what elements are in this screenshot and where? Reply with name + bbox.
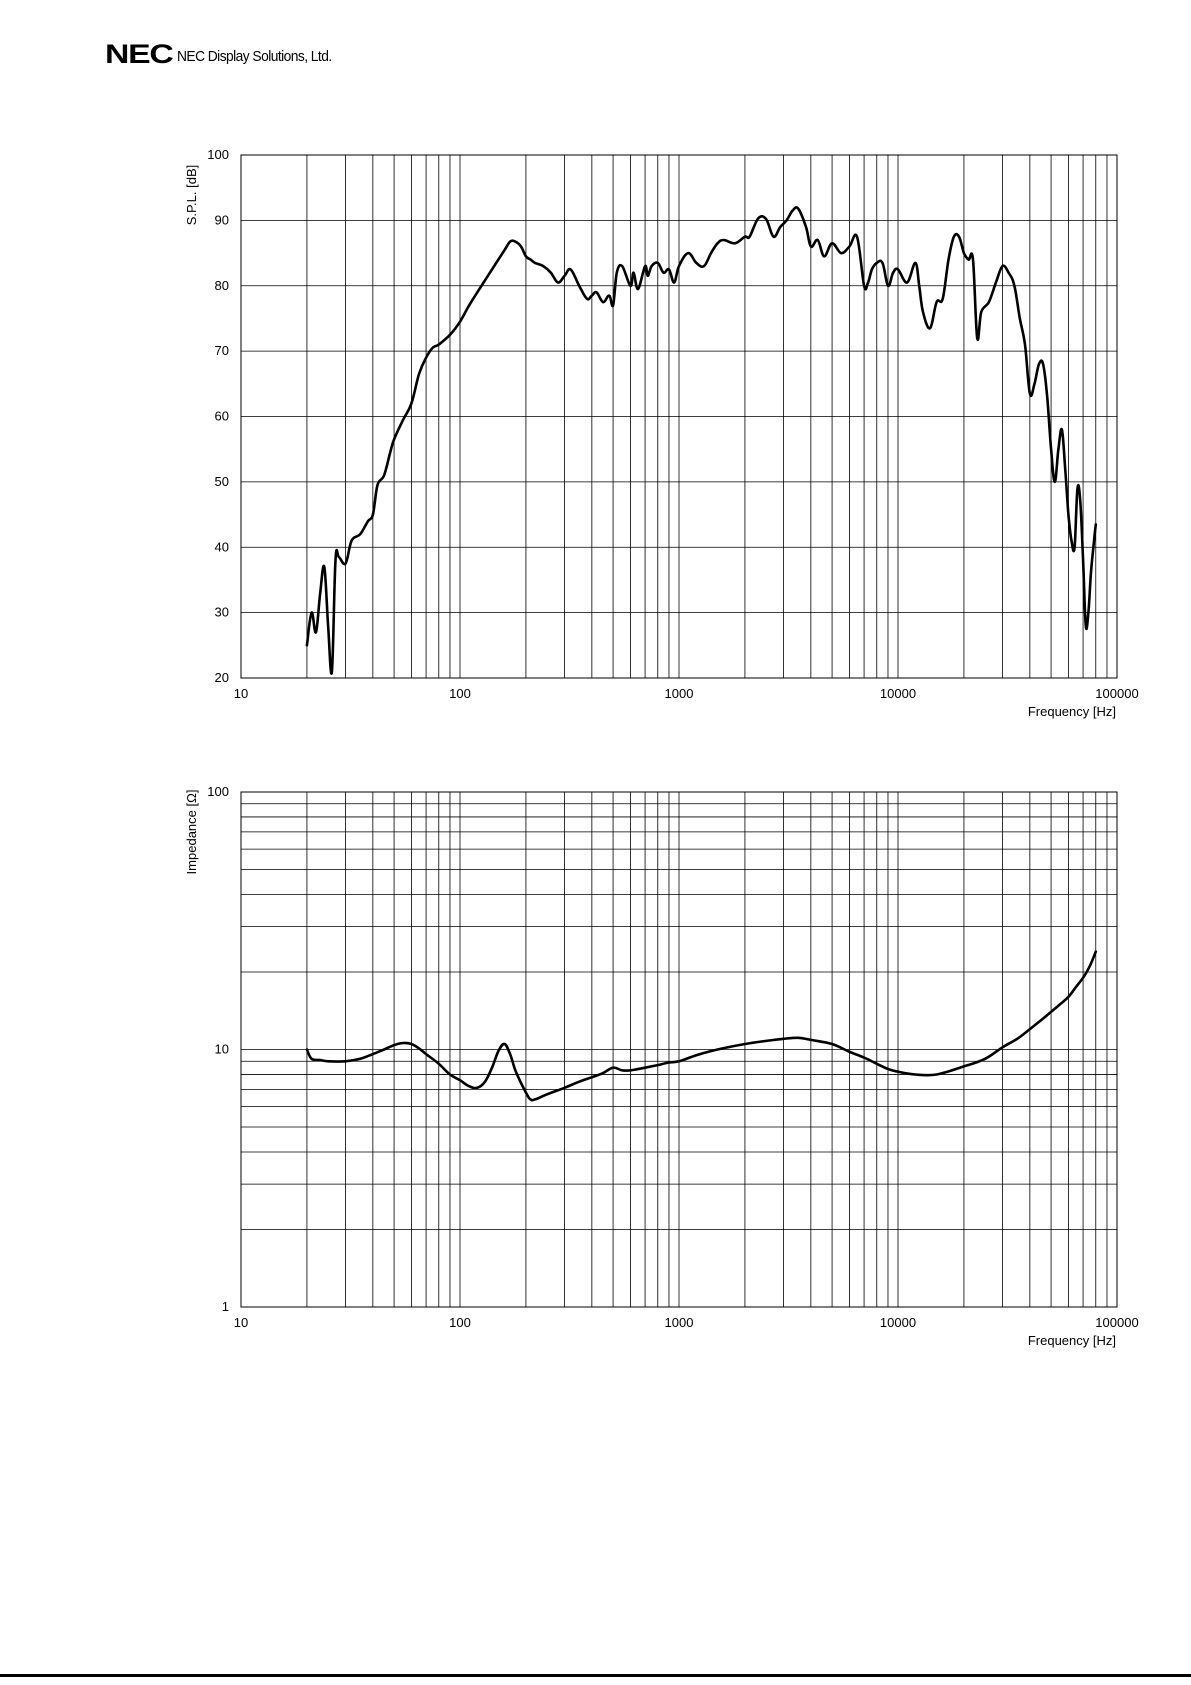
spl-plot-frame [240,154,1118,679]
company-name: NEC Display Solutions, Ltd. [177,48,332,65]
impedance-y-tick-label: 10 [215,1042,229,1057]
impedance-curve-line [305,950,1098,1102]
impedance-x-tick-label: 10 [234,1315,248,1330]
impedance-plot-frame [240,791,1118,1308]
spl-x-tick-label: 10000 [880,686,916,701]
nec-logo: NEC [105,39,174,69]
impedance-x-tick-label: 100 [449,1315,471,1330]
impedance-chart: 10 100 1000 10000 100000 1 10 100 Frequency [Hz]… [184,784,1139,1348]
spl-y-tick-label: 30 [215,605,229,620]
spl-x-tick-label: 1000 [665,686,694,701]
spl-chart: 10 100 1000 10000 100000 20 30 40 50 60 70 80 90 100 F… [184,147,1139,719]
spl-y-tick-label: 50 [215,474,229,489]
spl-x-axis-label: Frequency [Hz] [1028,704,1116,719]
spl-x-tick-label: 100 [449,686,471,701]
impedance-y-tick-label: 100 [207,784,229,799]
spl-y-tick-label: 20 [215,670,229,685]
spl-grid [240,154,1117,679]
spl-y-tick-label: 80 [215,278,229,293]
spl-y-tick-label: 60 [215,409,229,424]
spl-curve-line [305,206,1098,675]
footer-rule [0,1674,1191,1677]
impedance-y-tick-label: 1 [222,1299,229,1314]
spl-x-tick-label: 10 [234,686,248,701]
spl-y-tick-label: 40 [215,539,229,554]
spl-y-tick-label: 100 [207,147,229,162]
page-header: NEC NEC Display Solutions, Ltd. [105,39,345,69]
impedance-x-tick-label: 10000 [880,1315,916,1330]
impedance-y-axis-label: Impedance [Ω] [184,790,199,875]
spl-y-tick-label: 90 [215,212,229,227]
spl-y-axis-label: S.P.L. [dB] [184,165,199,225]
impedance-x-tick-label: 100000 [1095,1315,1138,1330]
spl-y-tick-label: 70 [215,343,229,358]
spl-x-tick-label: 100000 [1095,686,1138,701]
impedance-x-axis-label: Frequency [Hz] [1028,1333,1116,1348]
impedance-x-tick-label: 1000 [665,1315,694,1330]
impedance-grid [240,792,1117,1308]
